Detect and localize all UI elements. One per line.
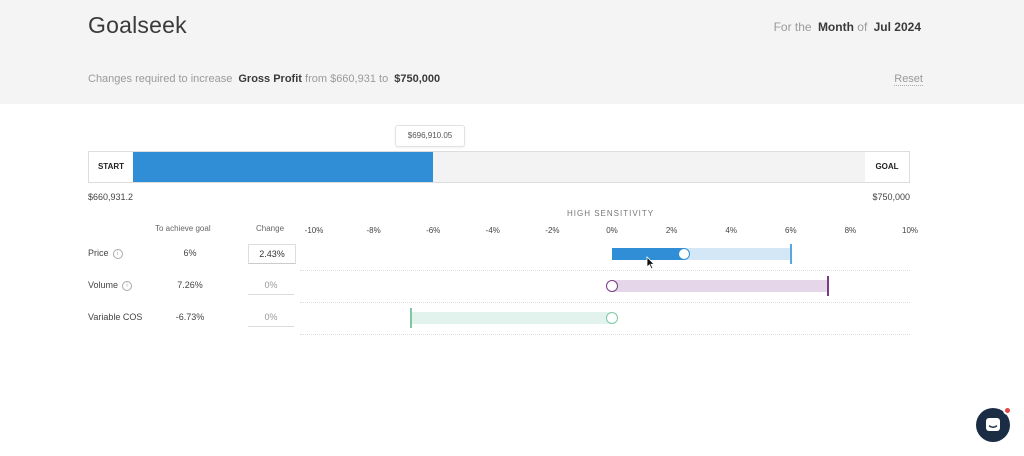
row-label-text: Variable COS [88,312,143,322]
goal-progress-fill [133,152,434,182]
goal-marker [827,276,830,296]
period-value[interactable]: Jul 2024 [873,20,921,34]
period-of: of [857,20,868,34]
achieve-value: 6% [183,248,197,258]
goal-description: Changes required to increase Gross Profi… [88,73,440,85]
slider-handle[interactable] [606,280,618,292]
row-label-text: Price [88,248,109,258]
change-input[interactable]: 0% [248,308,294,327]
goal-progress-bar: START GOAL [88,151,910,183]
axis-tick: -2% [545,226,560,235]
achieve-value: -6.73% [175,312,205,322]
slider-handle[interactable] [606,312,618,324]
info-icon[interactable]: i [122,280,133,291]
row-divider [300,302,910,303]
page-title: Goalseek [88,12,187,38]
axis-tick: 10% [901,226,919,235]
metric-name: Gross Profit [238,73,302,85]
sensitivity-track [411,312,612,324]
notification-dot [1003,406,1012,415]
period-unit[interactable]: Month [817,20,854,34]
from-text: from $660,931 to [305,73,389,85]
change-input[interactable]: 0% [248,276,294,295]
row-label: Price i [88,248,123,259]
goal-value: $750,000 [872,192,910,202]
start-value: $660,931.2 [88,192,134,202]
period-prefix: For the [773,20,812,34]
row-divider [300,270,910,271]
current-value-tooltip: $696,910.05 [395,125,465,147]
axis-tick: 0% [606,226,618,235]
goal-label: GOAL [865,152,909,182]
change-column-header: Change [256,224,285,233]
reset-button[interactable]: Reset [894,73,923,86]
mouse-cursor-icon [646,256,656,270]
goalseek-header: Goalseek For the Month of Jul 2024 Chang… [0,0,1024,104]
target-value: $750,000 [394,73,441,85]
period-selector[interactable]: For the Month of Jul 2024 [774,20,921,34]
axis-tick: -10% [304,226,324,235]
change-input[interactable]: 2.43% [248,244,296,264]
slider-handle[interactable] [678,248,691,260]
sensitivity-fill [612,248,685,260]
start-label: START [89,152,133,182]
axis-tick: -6% [426,226,441,235]
sensitivity-label: HIGH SENSITIVITY [567,209,655,218]
row-label: Variable COS [88,312,142,322]
info-icon[interactable]: i [112,248,123,259]
axis-tick: 6% [785,226,797,235]
row-label-text: Volume [88,280,119,290]
goal-marker [789,244,792,264]
achieve-column-header: To achieve goal [155,224,211,233]
axis-tick: 8% [844,226,857,235]
row-label: Volume i [88,280,133,291]
goal-marker [410,308,413,328]
achieve-value: 7.26% [177,280,203,290]
row-divider [300,334,910,335]
sensitivity-track [612,280,829,292]
axis-tick: -4% [485,226,500,235]
axis-tick: 2% [665,226,678,235]
axis-tick: 4% [725,226,737,235]
subtitle-prefix: Changes required to increase [88,73,233,85]
chat-icon [986,418,1000,431]
axis-tick: -8% [366,226,381,235]
chat-launcher-button[interactable] [976,406,1012,442]
